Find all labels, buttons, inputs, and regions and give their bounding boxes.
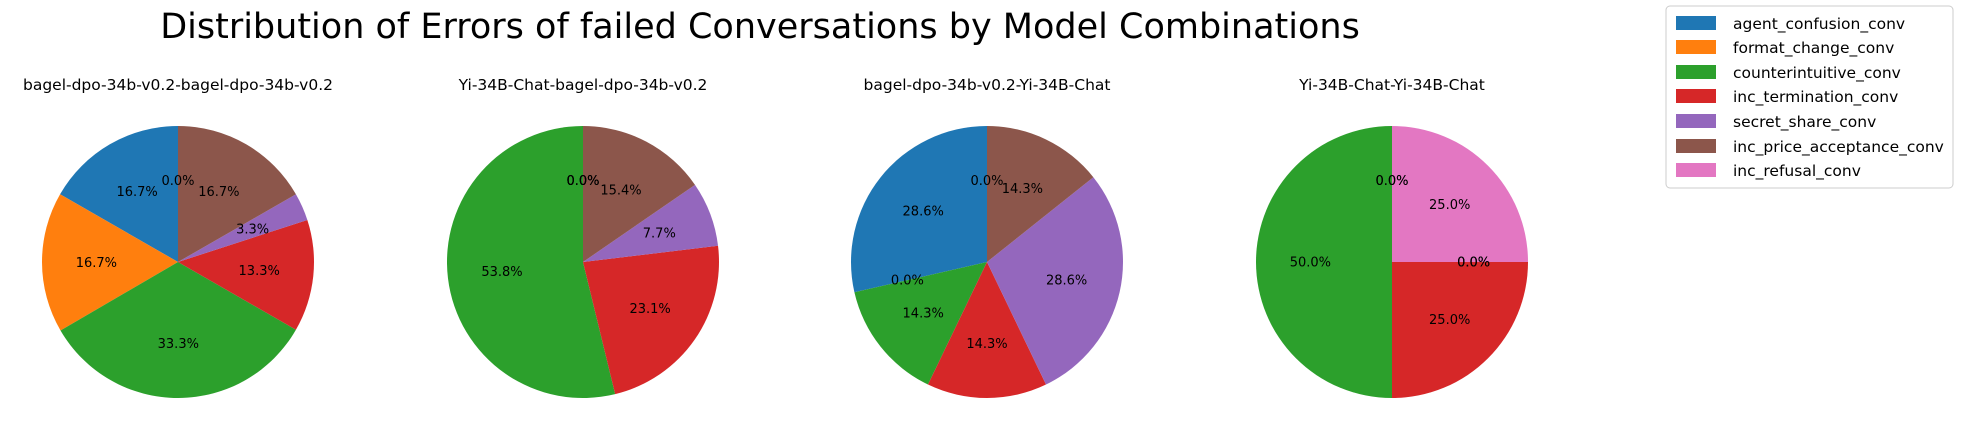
pie-0-pct-label-inc-termination: 13.3% — [239, 264, 280, 279]
pie-chart-3: Yi-34B-Chat-Yi-34B-Chat 0.0% 0.0% 50.0% 25.… — [1256, 76, 1528, 398]
pie-chart-1: Yi-34B-Chat-bagel-dpo-34b-v0.2 0.0%0.0%5… — [446, 76, 720, 398]
pie-3-slice-inc-termination — [1392, 262, 1528, 398]
pie-0-slice-agent-confusion — [60, 126, 178, 262]
legend-label-inc-termination: inc_termination_conv — [1733, 88, 1898, 107]
pie-0-slice-inc-price-acceptance — [178, 125, 296, 262]
legend: agent_confusion_conv format_change_conv … — [1665, 5, 1954, 189]
pie-1-pct-label-inc-refusal: 0.0% — [566, 174, 599, 189]
pie-0-slice-format-change — [42, 194, 178, 331]
pie-1-slice-counterintuitive — [446, 126, 616, 398]
pie-2-pct-label-format-change: 0.0% — [891, 274, 924, 289]
pie-3-pct-label-secret-share: 0.0% — [1457, 256, 1490, 271]
pie-1-slice-inc-price-acceptance — [583, 126, 696, 262]
pie-title-0: bagel-dpo-34b-v0.2-bagel-dpo-34b-v0.2 — [23, 76, 333, 94]
pie-1-pct-label-inc-termination: 23.1% — [629, 302, 670, 317]
legend-swatch-counterintuitive — [1676, 65, 1716, 79]
pie-0-pct-label-format-change: 16.7% — [76, 256, 117, 271]
pie-1-pct-label-counterintuitive: 53.8% — [481, 265, 522, 280]
pie-2-slice-inc-termination — [927, 262, 1047, 399]
pie-2-slice-counterintuitive — [854, 262, 987, 385]
legend-swatch-inc-termination — [1676, 89, 1716, 103]
pie-3-slice-counterintuitive — [1256, 126, 1392, 398]
pie-3-pct-label-inc-refusal: 25.0% — [1429, 198, 1470, 213]
pie-1-pct-label-inc-price-acceptance: 15.4% — [600, 183, 641, 198]
pie-1-slice-inc-termination — [583, 245, 720, 395]
pie-2-pct-label-counterintuitive: 14.3% — [903, 306, 944, 321]
pie-title-2: bagel-dpo-34b-v0.2-Yi-34B-Chat — [864, 76, 1111, 94]
pie-3-pct-label-format-change: 0.0% — [1375, 174, 1408, 189]
legend-label-inc-price-acceptance: inc_price_acceptance_conv — [1733, 138, 1944, 157]
legend-label-format-change: format_change_conv — [1733, 39, 1894, 58]
pie-chart-0: bagel-dpo-34b-v0.2-bagel-dpo-34b-v0.2 16… — [23, 76, 333, 398]
pie-0-slice-counterintuitive — [60, 262, 296, 398]
pie-2-pct-label-inc-refusal: 0.0% — [970, 174, 1003, 189]
legend-swatch-inc-refusal — [1676, 163, 1716, 177]
pie-1-pct-label-agent-confusion: 0.0% — [566, 174, 599, 189]
pie-2-pct-label-inc-termination: 14.3% — [966, 337, 1007, 352]
pie-3-pct-label-counterintuitive: 50.0% — [1290, 256, 1331, 271]
pie-3-pct-label-inc-termination: 25.0% — [1429, 313, 1470, 328]
chart-title: Distribution of Errors of failed Convers… — [160, 7, 1360, 47]
pie-2-pct-label-inc-price-acceptance: 14.3% — [1002, 182, 1043, 197]
pie-title-3: Yi-34B-Chat-Yi-34B-Chat — [1298, 76, 1485, 94]
pie-1-slice-secret-share — [583, 184, 719, 262]
legend-swatch-secret-share — [1676, 114, 1716, 128]
legend-label-secret-share: secret_share_conv — [1733, 113, 1876, 132]
pie-3-pct-label-inc-price-acceptance: 0.0% — [1457, 256, 1490, 271]
pie-2-slice-secret-share — [987, 177, 1123, 385]
pie-0-pct-label-inc-refusal: 0.0% — [161, 174, 194, 189]
pie-1-pct-label-secret-share: 7.7% — [643, 227, 676, 242]
pie-0-slice-secret-share — [178, 194, 308, 262]
pie-3-pct-label-agent-confusion: 0.0% — [1375, 174, 1408, 189]
pie-title-1: Yi-34B-Chat-bagel-dpo-34b-v0.2 — [458, 76, 708, 94]
pie-3-slice-inc-refusal — [1392, 126, 1528, 262]
pie-1-pct-label-format-change: 0.0% — [566, 174, 599, 189]
pie-0-pct-label-agent-confusion: 16.7% — [116, 185, 157, 200]
legend-label-inc-refusal: inc_refusal_conv — [1733, 162, 1861, 181]
pie-0-pct-label-secret-share: 3.3% — [236, 222, 269, 237]
pie-2-slice-inc-price-acceptance — [987, 125, 1094, 262]
pie-2-pct-label-agent-confusion: 28.6% — [903, 205, 944, 220]
pie-0-slice-inc-termination — [178, 219, 314, 330]
legend-label-agent-confusion: agent_confusion_conv — [1733, 15, 1905, 34]
legend-swatch-agent-confusion — [1676, 16, 1716, 30]
legend-swatch-inc-price-acceptance — [1676, 139, 1716, 153]
legend-swatch-format-change — [1676, 40, 1716, 54]
pie-2-slice-agent-confusion — [851, 126, 987, 293]
pie-0-pct-label-counterintuitive: 33.3% — [158, 337, 199, 352]
legend-label-counterintuitive: counterintuitive_conv — [1733, 64, 1901, 83]
pie-0-pct-label-inc-price-acceptance: 16.7% — [198, 185, 239, 200]
pie-chart-2: bagel-dpo-34b-v0.2-Yi-34B-Chat 28.6% 0.0%… — [851, 76, 1123, 399]
pie-2-pct-label-secret-share: 28.6% — [1046, 274, 1087, 289]
legend-frame — [1665, 5, 1954, 189]
